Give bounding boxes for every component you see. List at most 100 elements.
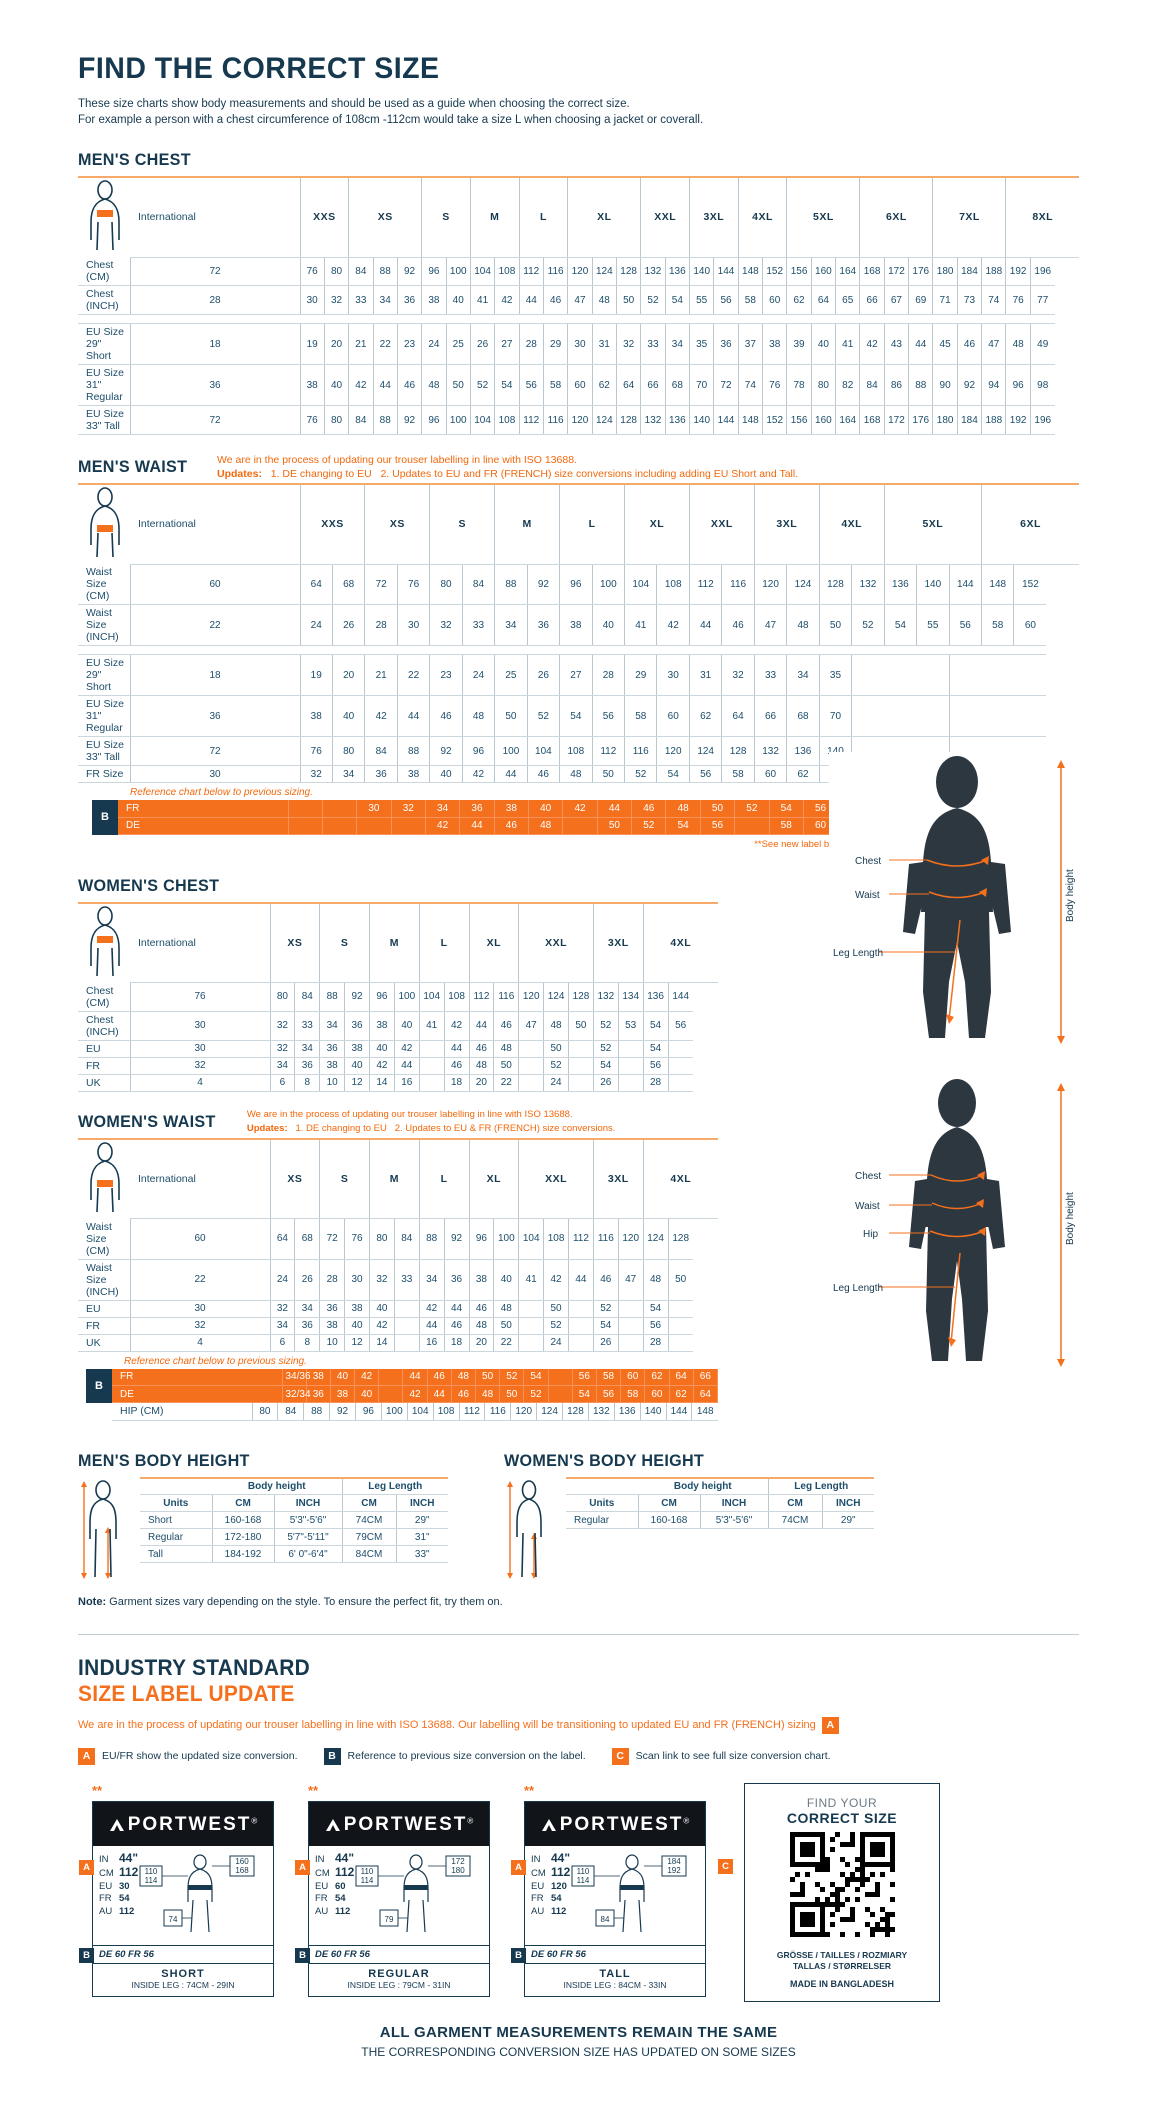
cell: 84: [294, 982, 321, 1012]
cell: 184-192: [212, 1545, 275, 1563]
cell: 34: [270, 1317, 296, 1335]
figure-cell: [78, 176, 130, 257]
table-row: Waist Size (INCH) 22 24 26 28 30 32 33 34 36 38 40 4…: [78, 604, 1079, 646]
industry-footer-1: ALL GARMENT MEASUREMENTS REMAIN THE SAME: [379, 2023, 778, 2041]
cell: 34: [319, 1011, 346, 1041]
size-header-xs: XS: [348, 176, 423, 258]
cell: 96: [355, 1403, 382, 1421]
cell: 116: [593, 1218, 619, 1260]
cell: 128: [616, 257, 642, 286]
svg-text:Leg Length: Leg Length: [833, 1283, 883, 1294]
table-row: Chest (CM) 72 76 80 84 88 92 96 100 104 108 112 116 1…: [78, 257, 1079, 286]
bh-sub-header: Units CM INCH CM INCH: [566, 1494, 874, 1512]
col-header-international: International: [130, 901, 271, 983]
cell: 168: [859, 405, 885, 435]
cell: 176: [908, 405, 934, 435]
cell: 52: [527, 695, 561, 737]
table-row: FR 32 34 36 38 40 42 44 46 48 50 52 54 56: [78, 1317, 718, 1335]
label-size-row: AU 112: [99, 1906, 138, 1919]
cell: 82: [835, 364, 861, 406]
cell: [668, 1334, 693, 1352]
cell: 47: [567, 285, 593, 315]
cell: 36: [319, 1300, 346, 1318]
cell: 38: [559, 604, 593, 646]
cell: 41: [419, 1011, 445, 1041]
cell: 76: [397, 564, 431, 605]
cell: 156: [786, 257, 812, 286]
svg-text:Leg Length: Leg Length: [833, 948, 883, 959]
male-height-figure-icon: [81, 1479, 117, 1579]
cell: 76: [130, 982, 271, 1012]
cell: 94: [981, 364, 1007, 406]
cell: 24: [421, 323, 447, 365]
cell: 22: [373, 323, 398, 365]
label-size-row: EU 120: [531, 1881, 570, 1894]
cell: 68: [665, 364, 691, 406]
cell: 67: [884, 285, 910, 315]
cell: [518, 1040, 545, 1058]
row-label: Waist Size (CM): [78, 1218, 131, 1260]
cell: 71: [932, 285, 958, 315]
size-header-m: M: [494, 483, 561, 565]
cell: 77: [1030, 285, 1055, 315]
cell: 52: [593, 1040, 619, 1058]
womens-body-height-title: WOMEN'S BODY HEIGHT: [504, 1450, 705, 1470]
cell: 108: [559, 736, 593, 766]
label-fit-row: REGULAR INSIDE LEG : 79CM - 31IN: [309, 1962, 489, 1996]
cell: 136: [786, 736, 820, 766]
size-header-4xl: 4XL: [819, 483, 885, 565]
reference-cell: [322, 817, 358, 835]
reference-cell: 30: [356, 800, 392, 818]
row-label: Tall: [140, 1545, 213, 1563]
cell: [568, 1300, 594, 1318]
label-size-row: AU 112: [315, 1906, 354, 1919]
cell: 28: [319, 1259, 346, 1301]
cell: [518, 1074, 545, 1092]
cell: 12: [344, 1334, 370, 1352]
cell: 88: [303, 1403, 331, 1421]
cell: 65: [835, 285, 861, 315]
cell: 55: [916, 604, 950, 646]
cell: 32: [369, 1259, 395, 1301]
cell: 30: [344, 1259, 370, 1301]
cell: 58: [624, 695, 658, 737]
label-stars: **: [92, 1782, 103, 1798]
qr-code-icon[interactable]: [789, 1831, 895, 1937]
reference-cell: 62: [644, 1368, 670, 1386]
cell: 32: [270, 1300, 296, 1318]
size-header-6xl: 6XL: [981, 483, 1079, 565]
label-size-value: 44": [119, 1850, 139, 1865]
mens-body-height-title: MEN'S BODY HEIGHT: [78, 1450, 250, 1470]
cell: 23: [397, 323, 423, 365]
cell: 80: [324, 257, 350, 286]
cell: 124: [786, 564, 820, 605]
table-row: EU Size 29" Short 18 19 20 21 22 23 24 25 26 27 28 2…: [78, 323, 1079, 365]
row-label: HIP (CM): [112, 1403, 253, 1421]
label-size-value: 54: [119, 1893, 130, 1904]
reference-cell: 58: [769, 817, 804, 835]
cell: 58: [721, 765, 755, 783]
cell: 48: [1005, 323, 1031, 365]
cell: [568, 1040, 594, 1058]
cell: 5'7"-5'11": [274, 1528, 343, 1546]
cell: 38: [319, 1057, 346, 1075]
cell: 34: [786, 654, 820, 696]
cell: 6: [270, 1334, 296, 1352]
cell: 124: [592, 405, 617, 435]
cell: [851, 654, 950, 696]
cell: [518, 1317, 545, 1335]
cell: 116: [721, 564, 755, 605]
cell: 168: [859, 257, 885, 286]
reference-cell: 46: [427, 1368, 452, 1386]
size-header-3xl: 3XL: [593, 901, 644, 983]
womens-waist-reference-table: FR 34/36 38 40 42 44 46 48 50 52 54 56 58 60 62 64 66 D…: [112, 1368, 719, 1403]
tag-a-icon: A: [78, 1747, 95, 1765]
cell: 56: [668, 1011, 693, 1041]
cell: 134: [618, 982, 644, 1012]
col-header-international: International: [130, 176, 301, 258]
cell: 40: [493, 1259, 520, 1301]
cell: 112: [568, 1218, 594, 1260]
reference-cell: 50: [499, 1385, 525, 1403]
cell: 12: [344, 1074, 370, 1092]
